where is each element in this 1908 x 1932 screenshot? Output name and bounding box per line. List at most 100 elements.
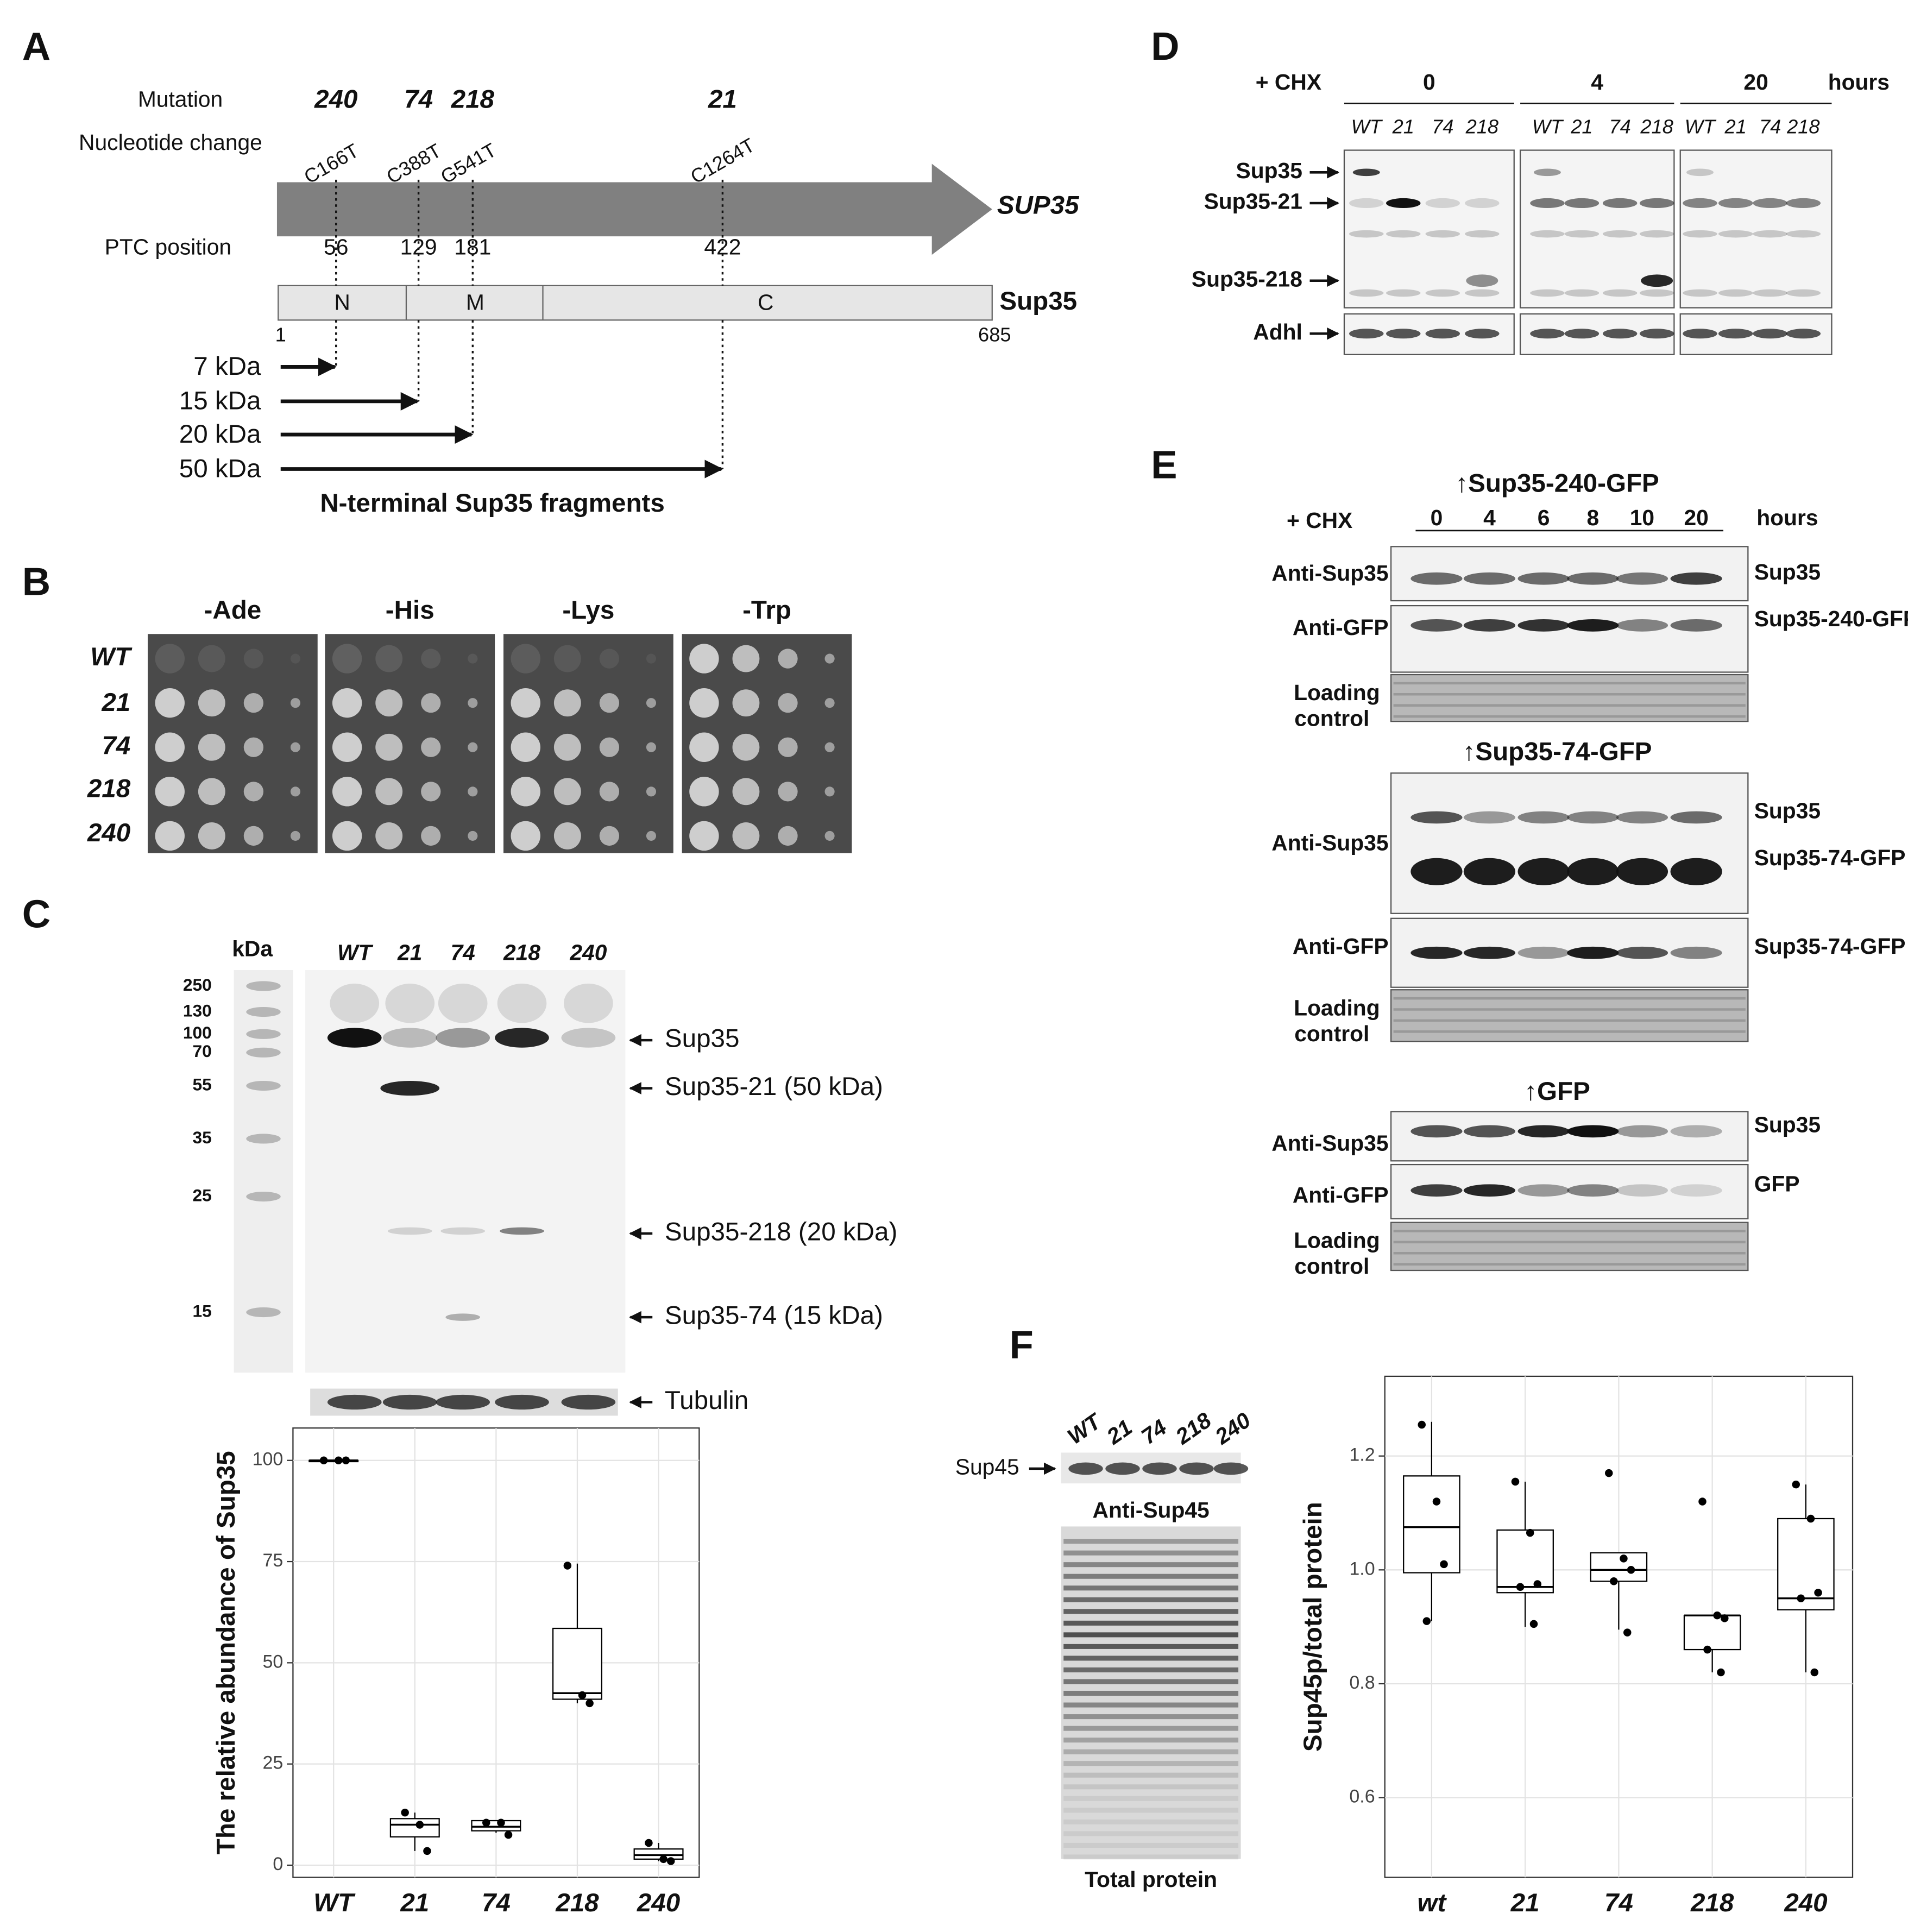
blot-band — [564, 983, 613, 1023]
gel-stripe — [1063, 1796, 1239, 1801]
blot-band — [1753, 198, 1787, 209]
strain-label: 240 — [87, 819, 130, 847]
colony-spot — [689, 644, 719, 674]
blot-band — [495, 1394, 549, 1410]
blot-band — [1786, 289, 1821, 297]
blot-band — [1602, 289, 1638, 297]
data-point — [578, 1691, 587, 1700]
fragment-label: 15 kDa — [179, 387, 261, 416]
blot-band — [1465, 329, 1500, 339]
colony-spot — [511, 732, 540, 762]
x-tick-label: 240 — [637, 1889, 680, 1917]
blot-band — [1602, 329, 1638, 339]
domain-label: N — [334, 290, 350, 315]
blot-band — [1533, 168, 1561, 177]
blot-band — [1463, 946, 1516, 959]
box — [471, 1820, 521, 1832]
lane-label: 74 — [450, 940, 475, 965]
colony-spot — [375, 733, 403, 761]
protein-bar — [278, 285, 993, 321]
blot-band — [1349, 230, 1384, 238]
blot-band — [1602, 198, 1638, 209]
band-label: Sup35-218 (20 kDa) — [665, 1218, 897, 1247]
y-tick-label: 0.8 — [1349, 1672, 1375, 1693]
ladder-label: 250 — [183, 975, 212, 995]
gel-stripe — [1063, 1842, 1239, 1848]
colony-spot — [375, 822, 403, 849]
domain-label: M — [466, 290, 484, 315]
mutation-label: 21 — [708, 85, 737, 114]
blot-band — [327, 1028, 382, 1048]
ladder-label: 25 — [193, 1185, 212, 1205]
colony-spot — [824, 742, 835, 752]
blot-band — [1463, 572, 1516, 585]
time-label: 0 — [1431, 505, 1443, 530]
band-label: Tubulin — [665, 1386, 748, 1415]
blot-band — [1465, 198, 1500, 209]
colony-spot — [290, 830, 301, 841]
lane-label: 74 — [1609, 115, 1630, 137]
blot-band — [1465, 230, 1500, 238]
mutation-label: 218 — [451, 85, 495, 114]
block-title: ↑Sup35-74-GFP — [1463, 738, 1652, 766]
blot-band — [1567, 858, 1619, 885]
colony-spot — [824, 830, 835, 841]
colony-spot — [421, 693, 441, 713]
blot-band — [1386, 230, 1421, 238]
loading-label: Loading — [1294, 680, 1380, 705]
band-label: Sup45 — [955, 1455, 1019, 1480]
blot-band — [1683, 230, 1717, 238]
blot — [1390, 772, 1749, 914]
fragment-label: 50 kDa — [179, 454, 261, 483]
colony-spot — [290, 653, 301, 664]
data-point — [1627, 1566, 1635, 1574]
blot-band — [1517, 946, 1570, 959]
ladder-label: 55 — [193, 1074, 212, 1094]
y-tick-label: 25 — [262, 1753, 283, 1773]
blot-band — [1142, 1462, 1177, 1475]
colony-spot — [824, 786, 835, 797]
blot-band — [1530, 198, 1565, 209]
lane-label: 21 — [1101, 1414, 1136, 1449]
medium-label: -Lys — [562, 596, 614, 625]
gel-stripe — [1063, 1539, 1239, 1544]
treatment-label: + CHX — [1256, 70, 1321, 95]
data-point — [423, 1847, 431, 1855]
fragment-label: 20 kDa — [179, 420, 261, 449]
row-label: Nucleotide change — [79, 130, 262, 155]
blot-band — [246, 1047, 281, 1058]
panel-letter: B — [22, 560, 51, 604]
colony-spot — [198, 778, 225, 805]
blot-band — [1616, 572, 1668, 585]
data-point — [504, 1830, 513, 1839]
lane-label: 218 — [503, 940, 540, 965]
x-tick-label: 21 — [1510, 1889, 1540, 1917]
gel-stripe — [1063, 1854, 1239, 1860]
ladder-label: 70 — [193, 1041, 212, 1061]
colony-spot — [732, 733, 760, 761]
data-point — [1620, 1555, 1628, 1563]
x-tick-label: 218 — [555, 1889, 599, 1917]
colony-spot — [646, 742, 657, 752]
colony-spot — [155, 821, 185, 851]
x-tick-label: 21 — [400, 1889, 429, 1917]
lane-label: WT — [337, 940, 373, 965]
blot-band — [382, 1028, 437, 1048]
strain-label: 21 — [101, 688, 130, 717]
gel-label: Total protein — [1085, 1867, 1217, 1892]
caption: N-terminal Sup35 fragments — [320, 489, 665, 518]
gel-stripe — [1063, 1761, 1239, 1766]
blot-band — [1517, 858, 1570, 885]
x-tick-label: 74 — [482, 1889, 511, 1917]
blot-band — [1786, 230, 1821, 238]
colony-spot — [332, 821, 362, 851]
gel-stripe — [1063, 1819, 1239, 1824]
colony-spot — [511, 644, 540, 674]
strain-label: WT — [90, 643, 133, 671]
blot-band — [246, 1307, 281, 1318]
blot-band — [1530, 289, 1565, 297]
y-tick-label: 0.6 — [1349, 1786, 1375, 1807]
lane-label: 218 — [1170, 1407, 1216, 1449]
colony-spot — [243, 649, 264, 669]
